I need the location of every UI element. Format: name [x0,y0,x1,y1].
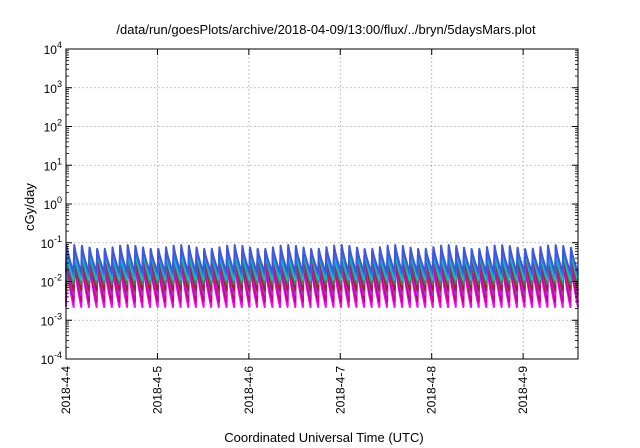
x-tick-label: 2018-4-5 [150,366,164,414]
x-tick-label: 2018-4-4 [59,366,73,414]
x-tick-label: 2018-4-7 [333,366,347,414]
y-tick-label: 104 [44,40,62,57]
series-group [65,244,579,308]
y-tick-label: 10-2 [41,273,62,290]
x-tick-label: 2018-4-8 [425,366,439,414]
y-axis-label: cGy/day [22,183,37,231]
y-tick-label: 102 [44,118,62,135]
y-tick-label: 10-1 [41,234,62,251]
y-tick-label: 10-3 [41,311,62,328]
y-tick-label: 10-4 [41,350,62,367]
axis-ticks: 10-4 10-3 10-2 10-1 100 101 102 103 104 2018-4-4 2… [41,40,578,414]
x-tick-label: 2018-4-6 [242,366,256,414]
x-axis-label: Coordinated Universal Time (UTC) [224,430,423,445]
series-line [65,244,579,274]
y-tick-label: 103 [44,79,62,96]
y-tick-label: 100 [44,195,62,212]
chart-title: /data/run/goesPlots/archive/2018-04-09/1… [116,22,536,37]
x-tick-label: 2018-4-9 [516,366,530,414]
grid [66,48,578,360]
y-tick-label: 101 [44,156,62,173]
